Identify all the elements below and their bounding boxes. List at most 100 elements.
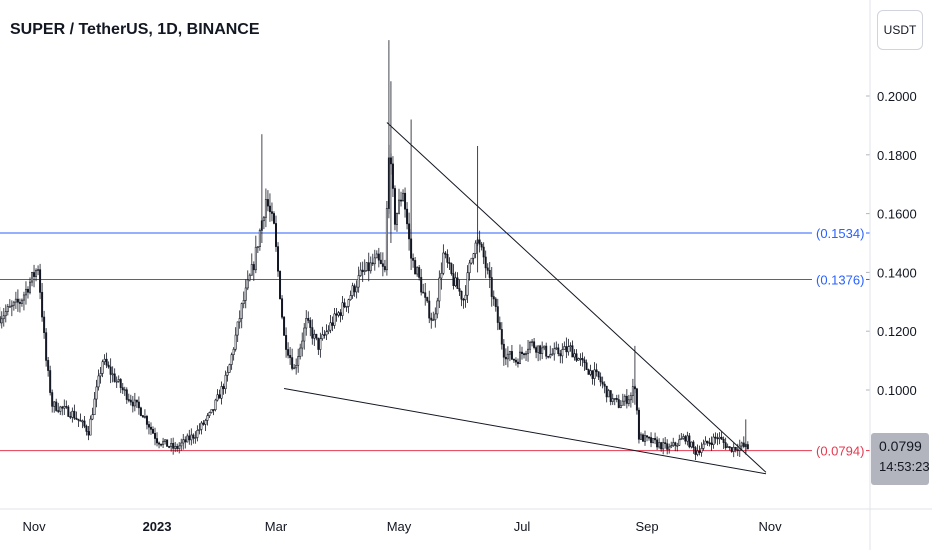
candle-body (77, 418, 80, 421)
candle-body (367, 262, 370, 272)
candle-body (395, 212, 398, 225)
candle-body (129, 399, 132, 403)
candle-body (373, 257, 376, 265)
candle-body (105, 358, 108, 366)
candle-body (242, 300, 245, 304)
candle-body (272, 213, 275, 224)
candle-body (599, 376, 602, 383)
candle-body (236, 321, 239, 336)
candle-body (101, 361, 104, 374)
candle-body (93, 398, 96, 416)
candle-body (710, 442, 713, 446)
candle-body (305, 318, 308, 329)
candle-body (728, 446, 731, 448)
candle-body (176, 446, 179, 449)
last-price-tag: 0.0799 14:53:23 (871, 433, 930, 485)
candle-body (365, 262, 368, 271)
candle-body (381, 263, 384, 267)
candle-body (244, 287, 247, 301)
candle-body (464, 294, 467, 301)
currency-button[interactable]: USDT (877, 10, 923, 50)
candle-body (65, 406, 68, 408)
candle-body (617, 399, 620, 408)
candle-body (41, 292, 44, 318)
candle-body (555, 347, 558, 350)
candle-body (141, 415, 144, 418)
candle-body (230, 354, 233, 365)
candle-body (595, 369, 598, 373)
candle-body (121, 387, 124, 391)
candle-body (660, 442, 663, 450)
candle-body (218, 394, 221, 399)
candle-body (686, 435, 689, 442)
candle-body (393, 188, 396, 225)
candle-body (99, 373, 102, 377)
candle-body (498, 322, 501, 330)
candle-body (502, 343, 505, 358)
candle-body (137, 401, 140, 409)
candle-body (680, 438, 683, 441)
candle-body (127, 399, 130, 401)
candle-body (309, 320, 312, 328)
candle-body (178, 445, 181, 449)
candle-body (321, 334, 324, 340)
candle-body (297, 356, 300, 366)
candle-body (87, 431, 90, 436)
price-level-label: (0.0794) (816, 444, 864, 459)
candle-body (448, 262, 451, 264)
candle-body (720, 436, 723, 440)
candle-body (567, 346, 570, 353)
candle-body (49, 370, 52, 393)
y-tick-label: 0.1400 (877, 265, 917, 280)
candle-body (248, 274, 251, 281)
candle-body (533, 341, 536, 348)
candle-body (716, 437, 719, 440)
candle-body (299, 347, 302, 357)
candle-body (460, 290, 463, 300)
candle-body (450, 263, 453, 274)
candle-body (740, 442, 743, 447)
candle-body (724, 442, 727, 449)
candle-body (37, 269, 40, 271)
candle-body (143, 416, 146, 418)
candle-body (414, 260, 417, 275)
candle-body (67, 406, 70, 417)
candle-body (258, 229, 261, 247)
candle-body (14, 298, 17, 303)
candle-body (2, 315, 5, 320)
candle-body (527, 348, 530, 354)
candle-body (541, 347, 544, 354)
candle-body (514, 359, 517, 363)
candle-body (422, 291, 425, 294)
candle-body (361, 269, 364, 273)
candle-body (89, 418, 92, 436)
candle-body (508, 351, 511, 355)
candle-body (268, 205, 271, 213)
candle-body (474, 242, 477, 254)
candle-body (39, 269, 42, 293)
x-tick-label: Nov (758, 519, 782, 534)
candle-body (168, 446, 171, 448)
candle-body (615, 398, 618, 400)
candle-body (325, 331, 328, 336)
price-level-label-bg (812, 223, 866, 244)
candle-body (145, 416, 148, 425)
candle-body (63, 406, 66, 409)
candle-body (678, 439, 681, 446)
trendlines[interactable] (283, 122, 767, 475)
time-axis[interactable]: Nov 2023 Mar May Jul Sep Nov (22, 519, 782, 534)
candle-body (186, 435, 189, 443)
candle-body (83, 420, 86, 427)
candle-body (452, 273, 455, 286)
chart-grid (866, 95, 870, 391)
candle-body (462, 298, 465, 301)
candle-body (103, 358, 106, 363)
candle-body (698, 450, 701, 453)
candle-body (208, 412, 211, 416)
candle-body (333, 313, 336, 326)
horizontal-levels[interactable]: (0.1534) (0.1376) (0.0794) (0, 223, 870, 461)
candle-body (26, 288, 29, 293)
x-tick-label: 2023 (143, 519, 172, 534)
price-axis[interactable]: 0.2000 0.1800 0.1600 0.1400 0.1200 0.1000 (877, 89, 917, 398)
